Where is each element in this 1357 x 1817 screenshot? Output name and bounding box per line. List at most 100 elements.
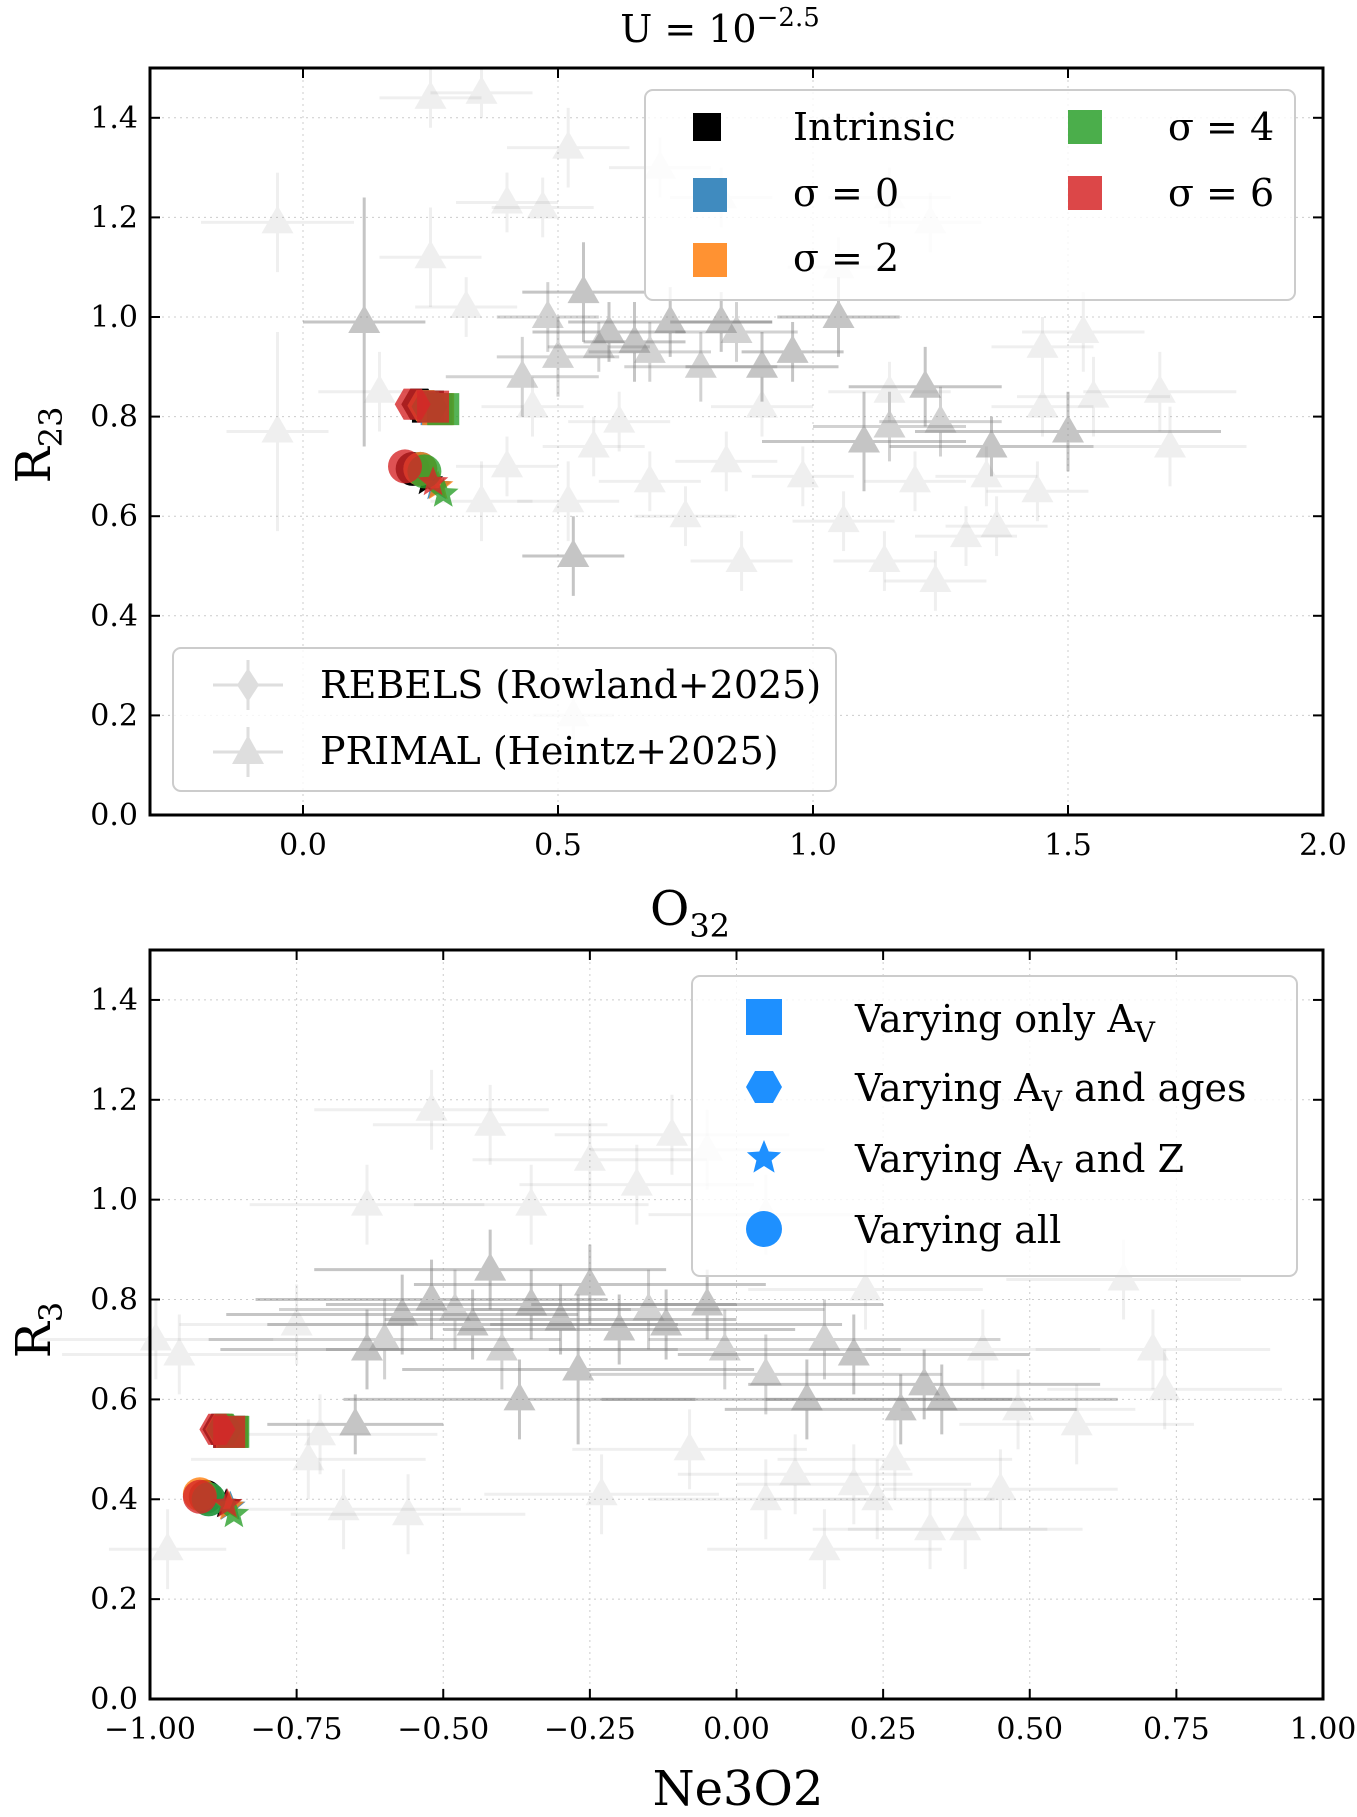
top-title-exponent: −2.5 bbox=[757, 3, 820, 33]
observation-point bbox=[1017, 356, 1170, 437]
observation-point bbox=[812, 1489, 1048, 1570]
observation-point bbox=[648, 1459, 884, 1540]
observation-point bbox=[279, 1269, 631, 1350]
top-title: U = 10−2.5 bbox=[620, 3, 820, 51]
observation-point bbox=[430, 68, 533, 118]
observation-point bbox=[1022, 292, 1145, 372]
observation-point bbox=[675, 431, 778, 492]
observation-point bbox=[648, 1299, 1001, 1380]
observation-point bbox=[267, 1289, 678, 1360]
y-tick-label: 0.4 bbox=[90, 599, 138, 634]
observation-point bbox=[601, 1359, 1013, 1440]
observation-point bbox=[496, 317, 620, 397]
observation-point bbox=[255, 1259, 608, 1340]
observation-point bbox=[848, 346, 1002, 427]
y-tick-label: 0.6 bbox=[90, 1382, 138, 1417]
observation-point bbox=[496, 282, 599, 352]
legend-marker-sigma6 bbox=[1068, 176, 1102, 210]
observation-point bbox=[522, 516, 625, 596]
top-x-axis-label: O32 bbox=[650, 881, 730, 945]
legend-marker-rebels bbox=[213, 660, 283, 710]
observation-point bbox=[179, 1284, 414, 1365]
bottom-y-axis-label: R3 bbox=[6, 1302, 70, 1359]
observation-point bbox=[915, 391, 1221, 472]
observation-point bbox=[542, 416, 645, 477]
observation-point bbox=[547, 321, 650, 372]
observation-point bbox=[847, 1489, 1083, 1570]
bottom-ticks: −1.00 −0.75 −0.50 −0.25 0.00 0.25 0.50 0.75 1.00… bbox=[90, 950, 1356, 1747]
observation-point bbox=[889, 416, 1094, 477]
observation-point bbox=[634, 486, 737, 547]
x-tick-label: 0.75 bbox=[1143, 1712, 1210, 1747]
x-tick-label: 0.5 bbox=[534, 828, 582, 863]
observation-point bbox=[249, 1164, 485, 1245]
observation-point bbox=[792, 491, 895, 552]
observation-point bbox=[226, 1274, 579, 1355]
top-x-axis-label-sub: 32 bbox=[689, 907, 730, 945]
observation-point bbox=[325, 1309, 678, 1390]
x-tick-label: −0.50 bbox=[397, 1712, 489, 1747]
observation-point bbox=[736, 1444, 972, 1525]
y-tick-label: 0.8 bbox=[90, 1283, 138, 1318]
y-tick-label: 0.2 bbox=[90, 698, 138, 733]
top-legend-sigma: Intrinsic σ = 0 σ = 2 σ = 4 σ = 6 bbox=[644, 89, 1296, 301]
observation-point bbox=[986, 461, 1089, 522]
y-tick-label: 1.0 bbox=[90, 1183, 138, 1218]
observation-point bbox=[935, 446, 1038, 507]
observation-point bbox=[624, 331, 778, 402]
observation-point bbox=[491, 177, 594, 238]
top-y-axis-label: R23 bbox=[6, 407, 70, 484]
top-legend-observations: REBELS (Rowland+2025) PRIMAL (Heintz+202… bbox=[172, 647, 837, 792]
legend-marker-square bbox=[746, 999, 782, 1035]
legend-marker-sigma0 bbox=[693, 178, 727, 212]
legend-label-only-av: Varying only AV bbox=[854, 997, 1156, 1049]
observation-point bbox=[481, 376, 584, 437]
observation-point bbox=[1083, 351, 1237, 432]
legend-label-sigma4: σ = 4 bbox=[1168, 105, 1274, 149]
y-tick-label: 1.4 bbox=[90, 983, 138, 1018]
legend-marker-hexagon bbox=[746, 1071, 782, 1103]
bottom-y-axis-label-sub: 3 bbox=[32, 1302, 70, 1322]
observation-point bbox=[532, 302, 686, 362]
observation-point bbox=[267, 1394, 444, 1455]
observation-point bbox=[472, 1119, 708, 1200]
observation-point bbox=[991, 317, 1094, 377]
x-tick-label: 0.25 bbox=[850, 1712, 917, 1747]
panel-bottom: −1.00 −0.75 −0.50 −0.25 0.00 0.25 0.50 0.75 1.00… bbox=[6, 948, 1356, 1817]
x-tick-label: 1.00 bbox=[1290, 1712, 1357, 1747]
observation-point bbox=[303, 197, 426, 447]
legend-label-sigma6: σ = 6 bbox=[1168, 171, 1274, 215]
observation-point bbox=[456, 436, 558, 497]
x-tick-label: −0.75 bbox=[251, 1712, 343, 1747]
observation-point bbox=[991, 376, 1094, 437]
model-point-star bbox=[428, 477, 459, 507]
bottom-model-points bbox=[182, 1413, 250, 1528]
legend-frame bbox=[691, 975, 1298, 1277]
top-axes-frame bbox=[148, 66, 1325, 817]
observation-point bbox=[384, 1284, 737, 1355]
bottom-observations bbox=[38, 1069, 1282, 1590]
legend-label-av-ages: Varying AV and ages bbox=[854, 1066, 1247, 1118]
observation-point bbox=[765, 1364, 1118, 1435]
observation-point bbox=[445, 336, 599, 417]
model-point-circle bbox=[182, 1479, 217, 1514]
observation-point bbox=[1093, 406, 1247, 487]
observation-point bbox=[883, 1449, 1118, 1530]
x-tick-label: 0.50 bbox=[996, 1712, 1063, 1747]
observation-point bbox=[484, 1454, 719, 1535]
observation-point bbox=[402, 1294, 755, 1445]
legend-marker-circle bbox=[746, 1211, 782, 1247]
x-tick-label: −1.00 bbox=[104, 1712, 196, 1747]
x-tick-label: −0.25 bbox=[544, 1712, 636, 1747]
observation-point bbox=[833, 531, 936, 591]
legend-label-rebels: REBELS (Rowland+2025) bbox=[320, 663, 821, 707]
observation-point bbox=[864, 451, 966, 512]
legend-label-all: Varying all bbox=[854, 1208, 1061, 1252]
legend-marker-star bbox=[746, 1140, 782, 1173]
legend-marker-sigma2 bbox=[693, 243, 727, 277]
y-tick-label: 0.0 bbox=[90, 1682, 138, 1717]
observation-point bbox=[201, 172, 354, 273]
observation-point bbox=[677, 1314, 1030, 1395]
observation-point bbox=[945, 496, 1048, 557]
legend-label-sigma0: σ = 0 bbox=[793, 171, 899, 215]
